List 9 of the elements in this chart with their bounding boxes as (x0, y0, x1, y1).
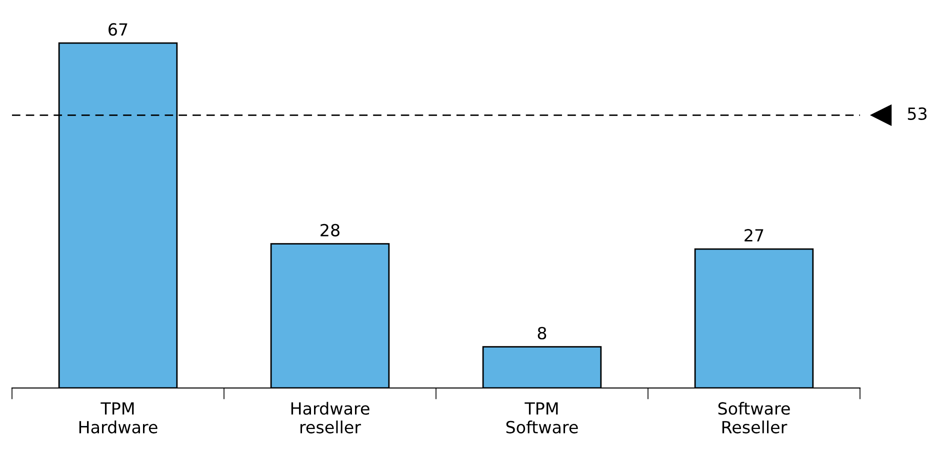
x-tick-label: Software Reseller (718, 402, 790, 434)
data-label: 28 (320, 224, 340, 236)
ref-line-label: 53 (908, 107, 927, 120)
x-tick-label: TPM Hardware (79, 402, 158, 434)
data-label: 27 (744, 229, 764, 242)
x-tick-label: Hardware reseller (291, 402, 370, 434)
data-label: 67 (108, 23, 128, 36)
x-tick-label: TPM Software (506, 402, 578, 434)
data-label: 8 (538, 326, 546, 340)
